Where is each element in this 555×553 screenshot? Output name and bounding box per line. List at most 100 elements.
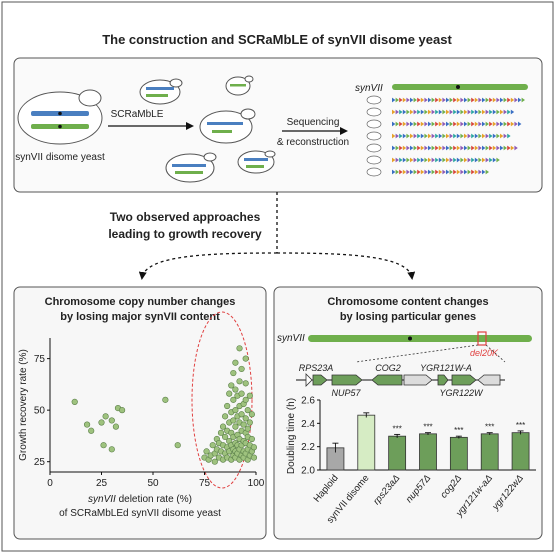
synvii-chromosome-right bbox=[308, 335, 532, 342]
significance-label: *** bbox=[423, 423, 432, 432]
left-panel-title-1: Chromosome copy number changes bbox=[45, 296, 236, 308]
sequence-segment bbox=[392, 169, 396, 175]
sequence-segment bbox=[395, 133, 399, 139]
sequence-segment bbox=[395, 97, 399, 103]
scatter-point bbox=[222, 413, 229, 420]
gene-cog2 bbox=[371, 374, 403, 386]
scatter-point bbox=[242, 380, 249, 387]
significance-label: *** bbox=[485, 423, 494, 432]
sequence-segment bbox=[510, 145, 515, 151]
sequence-segment bbox=[413, 157, 417, 163]
sequence-segment bbox=[496, 97, 500, 103]
sequence-segment bbox=[456, 145, 461, 151]
sequence-segment bbox=[464, 157, 468, 163]
sequence-segment bbox=[460, 109, 464, 115]
scatter-x-tick-label: 0 bbox=[47, 478, 53, 489]
sequence-segment bbox=[471, 121, 475, 127]
sequenced-cell bbox=[366, 131, 382, 141]
sequence-segment bbox=[424, 109, 428, 115]
sequence-segment bbox=[464, 121, 468, 127]
scatter-point bbox=[108, 446, 115, 453]
sequence-segment bbox=[485, 157, 489, 163]
sequence-segment bbox=[467, 97, 471, 103]
sequence-segment bbox=[503, 145, 507, 151]
scatter-point bbox=[236, 378, 243, 385]
sequence-segment bbox=[402, 109, 407, 115]
scatter-point bbox=[217, 429, 225, 436]
reconstruction-label: & reconstruction bbox=[277, 137, 349, 148]
sequence-segment bbox=[453, 169, 457, 175]
scatter-point bbox=[102, 413, 109, 420]
bar-y-tick-label: 2.4 bbox=[301, 419, 315, 430]
scatter-point bbox=[174, 442, 181, 449]
scatter-x-label-italic: synVII bbox=[88, 494, 116, 505]
approaches-line-1: Two observed approaches bbox=[110, 210, 261, 224]
sequenced-cell bbox=[366, 95, 382, 105]
sequence-segment bbox=[399, 109, 403, 115]
scatter-point bbox=[209, 442, 216, 449]
gene-label-rps23a: RPS23A bbox=[299, 363, 334, 373]
scatter-point bbox=[246, 419, 253, 426]
gene-nup57 bbox=[331, 374, 363, 386]
scatter-point bbox=[211, 458, 218, 465]
sequence-segment bbox=[438, 169, 443, 175]
sequence-segment bbox=[442, 121, 446, 127]
sequence-segment bbox=[456, 133, 461, 139]
right-panel-title-2: by losing particular genes bbox=[340, 311, 476, 323]
sequence-segment bbox=[413, 133, 417, 139]
sequence-segment bbox=[431, 145, 435, 151]
sequence-segment bbox=[471, 109, 475, 115]
sequence-segment bbox=[406, 121, 410, 127]
sequence-segment bbox=[471, 97, 475, 103]
sequence-segment bbox=[489, 109, 493, 115]
sequence-segment bbox=[453, 109, 457, 115]
sequence-segment bbox=[485, 145, 489, 151]
sequence-segment bbox=[392, 145, 396, 151]
sequence-segment bbox=[492, 121, 497, 127]
sequence-segment bbox=[417, 169, 421, 175]
sequence-segment bbox=[521, 97, 525, 103]
sequence-segment bbox=[406, 133, 410, 139]
sequence-segment bbox=[485, 109, 489, 115]
sequence-segment bbox=[442, 157, 446, 163]
sequence-segment bbox=[478, 133, 482, 139]
scatter-point bbox=[242, 415, 249, 422]
sequence-segment bbox=[478, 145, 482, 151]
sequence-segment bbox=[438, 109, 443, 115]
sequence-segment bbox=[453, 145, 457, 151]
sequence-segment bbox=[402, 133, 407, 139]
sequence-segment bbox=[449, 145, 453, 151]
sequence-segment bbox=[464, 109, 468, 115]
sequence-segment bbox=[464, 97, 468, 103]
bar bbox=[357, 414, 376, 471]
sequence-segment bbox=[478, 169, 482, 175]
gene-ygr121w-a bbox=[437, 374, 449, 386]
sequence-segment bbox=[424, 169, 428, 175]
sequence-segment bbox=[460, 133, 464, 139]
sequence-segment bbox=[492, 157, 497, 163]
sequence-segment bbox=[395, 157, 399, 163]
deletion-label: del20K bbox=[470, 348, 499, 358]
gene-rps23a-b bbox=[312, 374, 328, 386]
sequence-segment bbox=[431, 109, 435, 115]
sequence-segment bbox=[417, 145, 421, 151]
sequence-segment bbox=[514, 145, 518, 151]
sequence-segment bbox=[428, 133, 432, 139]
sequence-segment bbox=[431, 157, 435, 163]
sequenced-cell bbox=[366, 143, 382, 153]
zoom-line-right bbox=[485, 344, 506, 363]
scatter-point bbox=[250, 454, 258, 461]
sequence-segment bbox=[482, 97, 486, 103]
scatter-point bbox=[100, 442, 107, 449]
sequence-segment bbox=[507, 133, 511, 139]
sequence-segment bbox=[410, 145, 414, 151]
sequence-segment bbox=[449, 121, 453, 127]
figure-title: The construction and SCRaMbLE of synVII … bbox=[102, 32, 452, 47]
sequence-segment bbox=[456, 121, 461, 127]
gene-rps23a bbox=[305, 373, 313, 387]
bar-y-tick-label: 2.0 bbox=[301, 466, 315, 477]
sequence-segment bbox=[474, 109, 479, 115]
sequence-segment bbox=[442, 109, 446, 115]
scatter-x-tick-label: 100 bbox=[248, 478, 265, 489]
